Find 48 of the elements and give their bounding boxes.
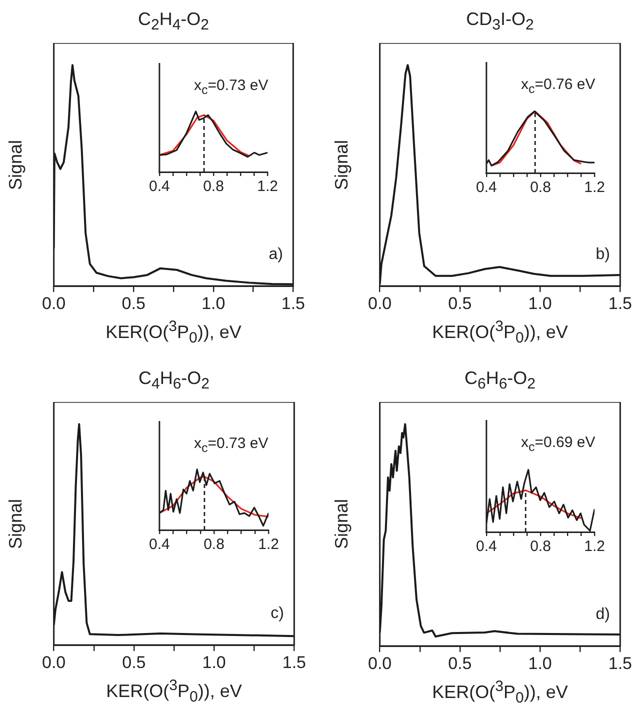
x-tick-label: 0.4 [148,178,170,196]
x-axis-title: KER(O($^{3}$P$_{0}$)), eV [431,318,569,347]
x-tick-label: 1.2 [257,178,278,196]
x-tick-label: 0.8 [203,178,224,196]
x-tick-label: 0.0 [42,294,66,313]
chart-title: C$_{6}$H$_{6}$-O$_{2}$ [463,368,537,393]
x-tick-label: 1.5 [608,654,632,673]
chart-title: C$_{2}$H$_{4}$-O$_{2}$ [136,9,210,34]
y-axis-title: Signal [6,139,26,190]
chart-title: C$_{4}$H$_{6}$-O$_{2}$ [137,368,211,393]
y-axis-title: Signal [6,498,26,549]
x-tick-label: 1.5 [282,652,306,672]
annotation: b) [596,246,610,264]
annotation: x$_{c}$=0.73 eV [194,435,268,455]
annotation: x$_{c}$=0.73 eV [194,77,268,97]
x-tick-label: 1.0 [202,652,226,672]
x-tick-label: 0.0 [368,294,392,313]
y-axis-title: Signal [332,139,352,190]
x-tick-label: 0.5 [448,654,472,673]
chart-title: CD$_{3}$I-O$_{2}$ [465,9,535,34]
x-tick-label: 1.2 [584,179,606,196]
x-tick-label: 0.8 [530,538,551,556]
x-tick-label: 0.0 [42,652,66,672]
x-axis-title: KER(O($^{3}$P$_{0}$)), eV [431,678,569,707]
annotation: d) [596,606,610,624]
x-tick-label: 0.5 [448,294,472,313]
x-tick-label: 0.4 [476,538,497,556]
x-tick-label: 0.0 [368,654,392,673]
annotation: c) [270,605,284,623]
x-tick-label: 1.2 [258,536,280,554]
x-tick-label: 1.0 [202,294,226,313]
x-tick-label: 0.4 [476,179,497,196]
x-tick-label: 0.4 [148,536,170,554]
y-axis-title: Signal [332,498,352,550]
x-tick-label: 0.8 [530,179,551,196]
x-axis-title: KER(O($^{3}$P$_{0}$)), eV [104,318,242,347]
x-axis-title: KER(O($^{3}$P$_{0}$)), eV [105,677,243,706]
annotation: a) [268,246,283,264]
annotation: x$_{c}$=0.76 eV [521,76,596,96]
x-tick-label: 1.5 [281,294,306,313]
x-tick-label: 1.0 [528,294,552,313]
x-tick-label: 0.5 [122,294,146,313]
x-tick-label: 1.5 [608,294,632,313]
annotation: x$_{c}$=0.69 eV [521,434,596,454]
x-tick-label: 1.2 [584,538,606,556]
x-tick-label: 0.5 [122,652,146,672]
x-tick-label: 0.8 [204,536,224,554]
x-tick-label: 1.0 [528,654,552,673]
